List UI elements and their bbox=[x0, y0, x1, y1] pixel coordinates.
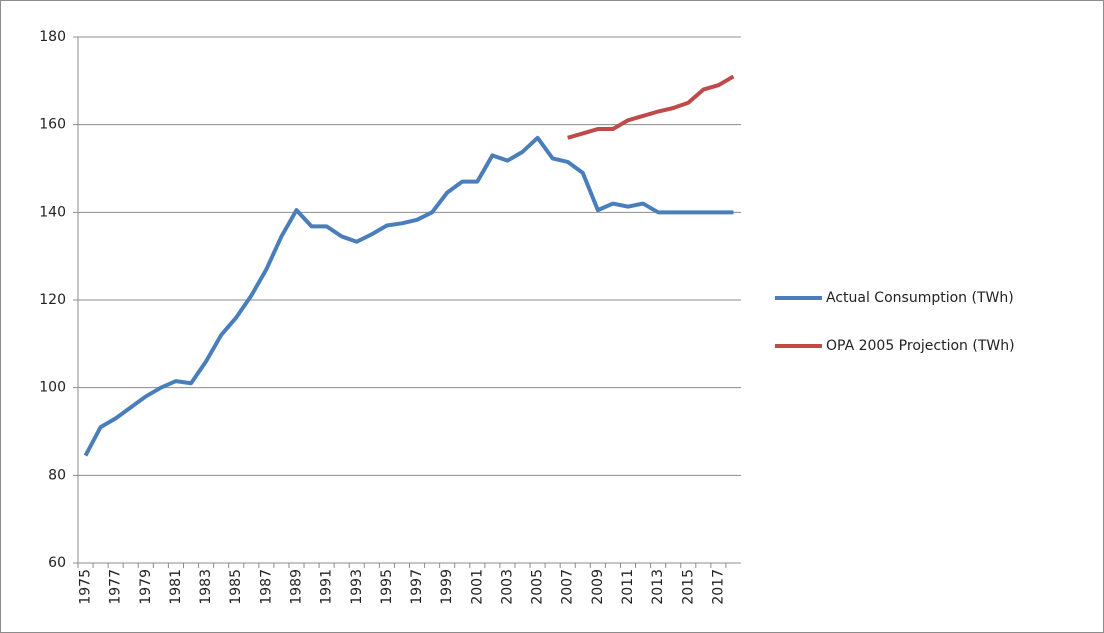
y-tick-label: 80 bbox=[48, 467, 66, 483]
x-tick-label: 2015 bbox=[680, 569, 696, 605]
series-line bbox=[83, 135, 734, 457]
y-tick-label: 100 bbox=[39, 380, 66, 396]
y-tick-label: 120 bbox=[39, 292, 66, 308]
x-tick-label: 2017 bbox=[710, 569, 726, 605]
x-tick-label: 2013 bbox=[650, 569, 666, 605]
x-tick-label: 1991 bbox=[319, 569, 335, 605]
x-tick-label: 2001 bbox=[469, 569, 485, 605]
x-tick-label: 2011 bbox=[620, 569, 636, 605]
legend-label: OPA 2005 Projection (TWh) bbox=[826, 338, 1015, 354]
x-tick-label: 2007 bbox=[560, 569, 576, 605]
x-tick-label: 2003 bbox=[499, 569, 515, 605]
x-tick-label: 1993 bbox=[349, 569, 365, 605]
x-tick-label: 1995 bbox=[379, 569, 395, 605]
x-tick-label: 1975 bbox=[78, 569, 94, 605]
x-tick-label: 1977 bbox=[108, 569, 124, 605]
x-tick-label: 1989 bbox=[288, 569, 304, 605]
y-tick-label: 60 bbox=[48, 555, 66, 571]
series-line bbox=[567, 74, 735, 140]
y-tick-label: 140 bbox=[39, 204, 66, 220]
x-tick-label: 1979 bbox=[138, 569, 154, 605]
y-tick-label: 160 bbox=[39, 117, 66, 133]
x-tick-label: 1983 bbox=[198, 569, 214, 605]
x-tick-label: 1999 bbox=[439, 569, 455, 605]
x-tick-label: 1987 bbox=[258, 569, 274, 605]
legend-label: Actual Consumption (TWh) bbox=[826, 290, 1014, 306]
x-tick-label: 2005 bbox=[530, 569, 546, 605]
x-tick-label: 2009 bbox=[590, 569, 606, 605]
y-tick-label: 180 bbox=[39, 29, 66, 45]
x-tick-label: 1985 bbox=[228, 569, 244, 605]
x-tick-label: 1981 bbox=[168, 569, 184, 605]
x-tick-label: 1997 bbox=[409, 569, 425, 605]
